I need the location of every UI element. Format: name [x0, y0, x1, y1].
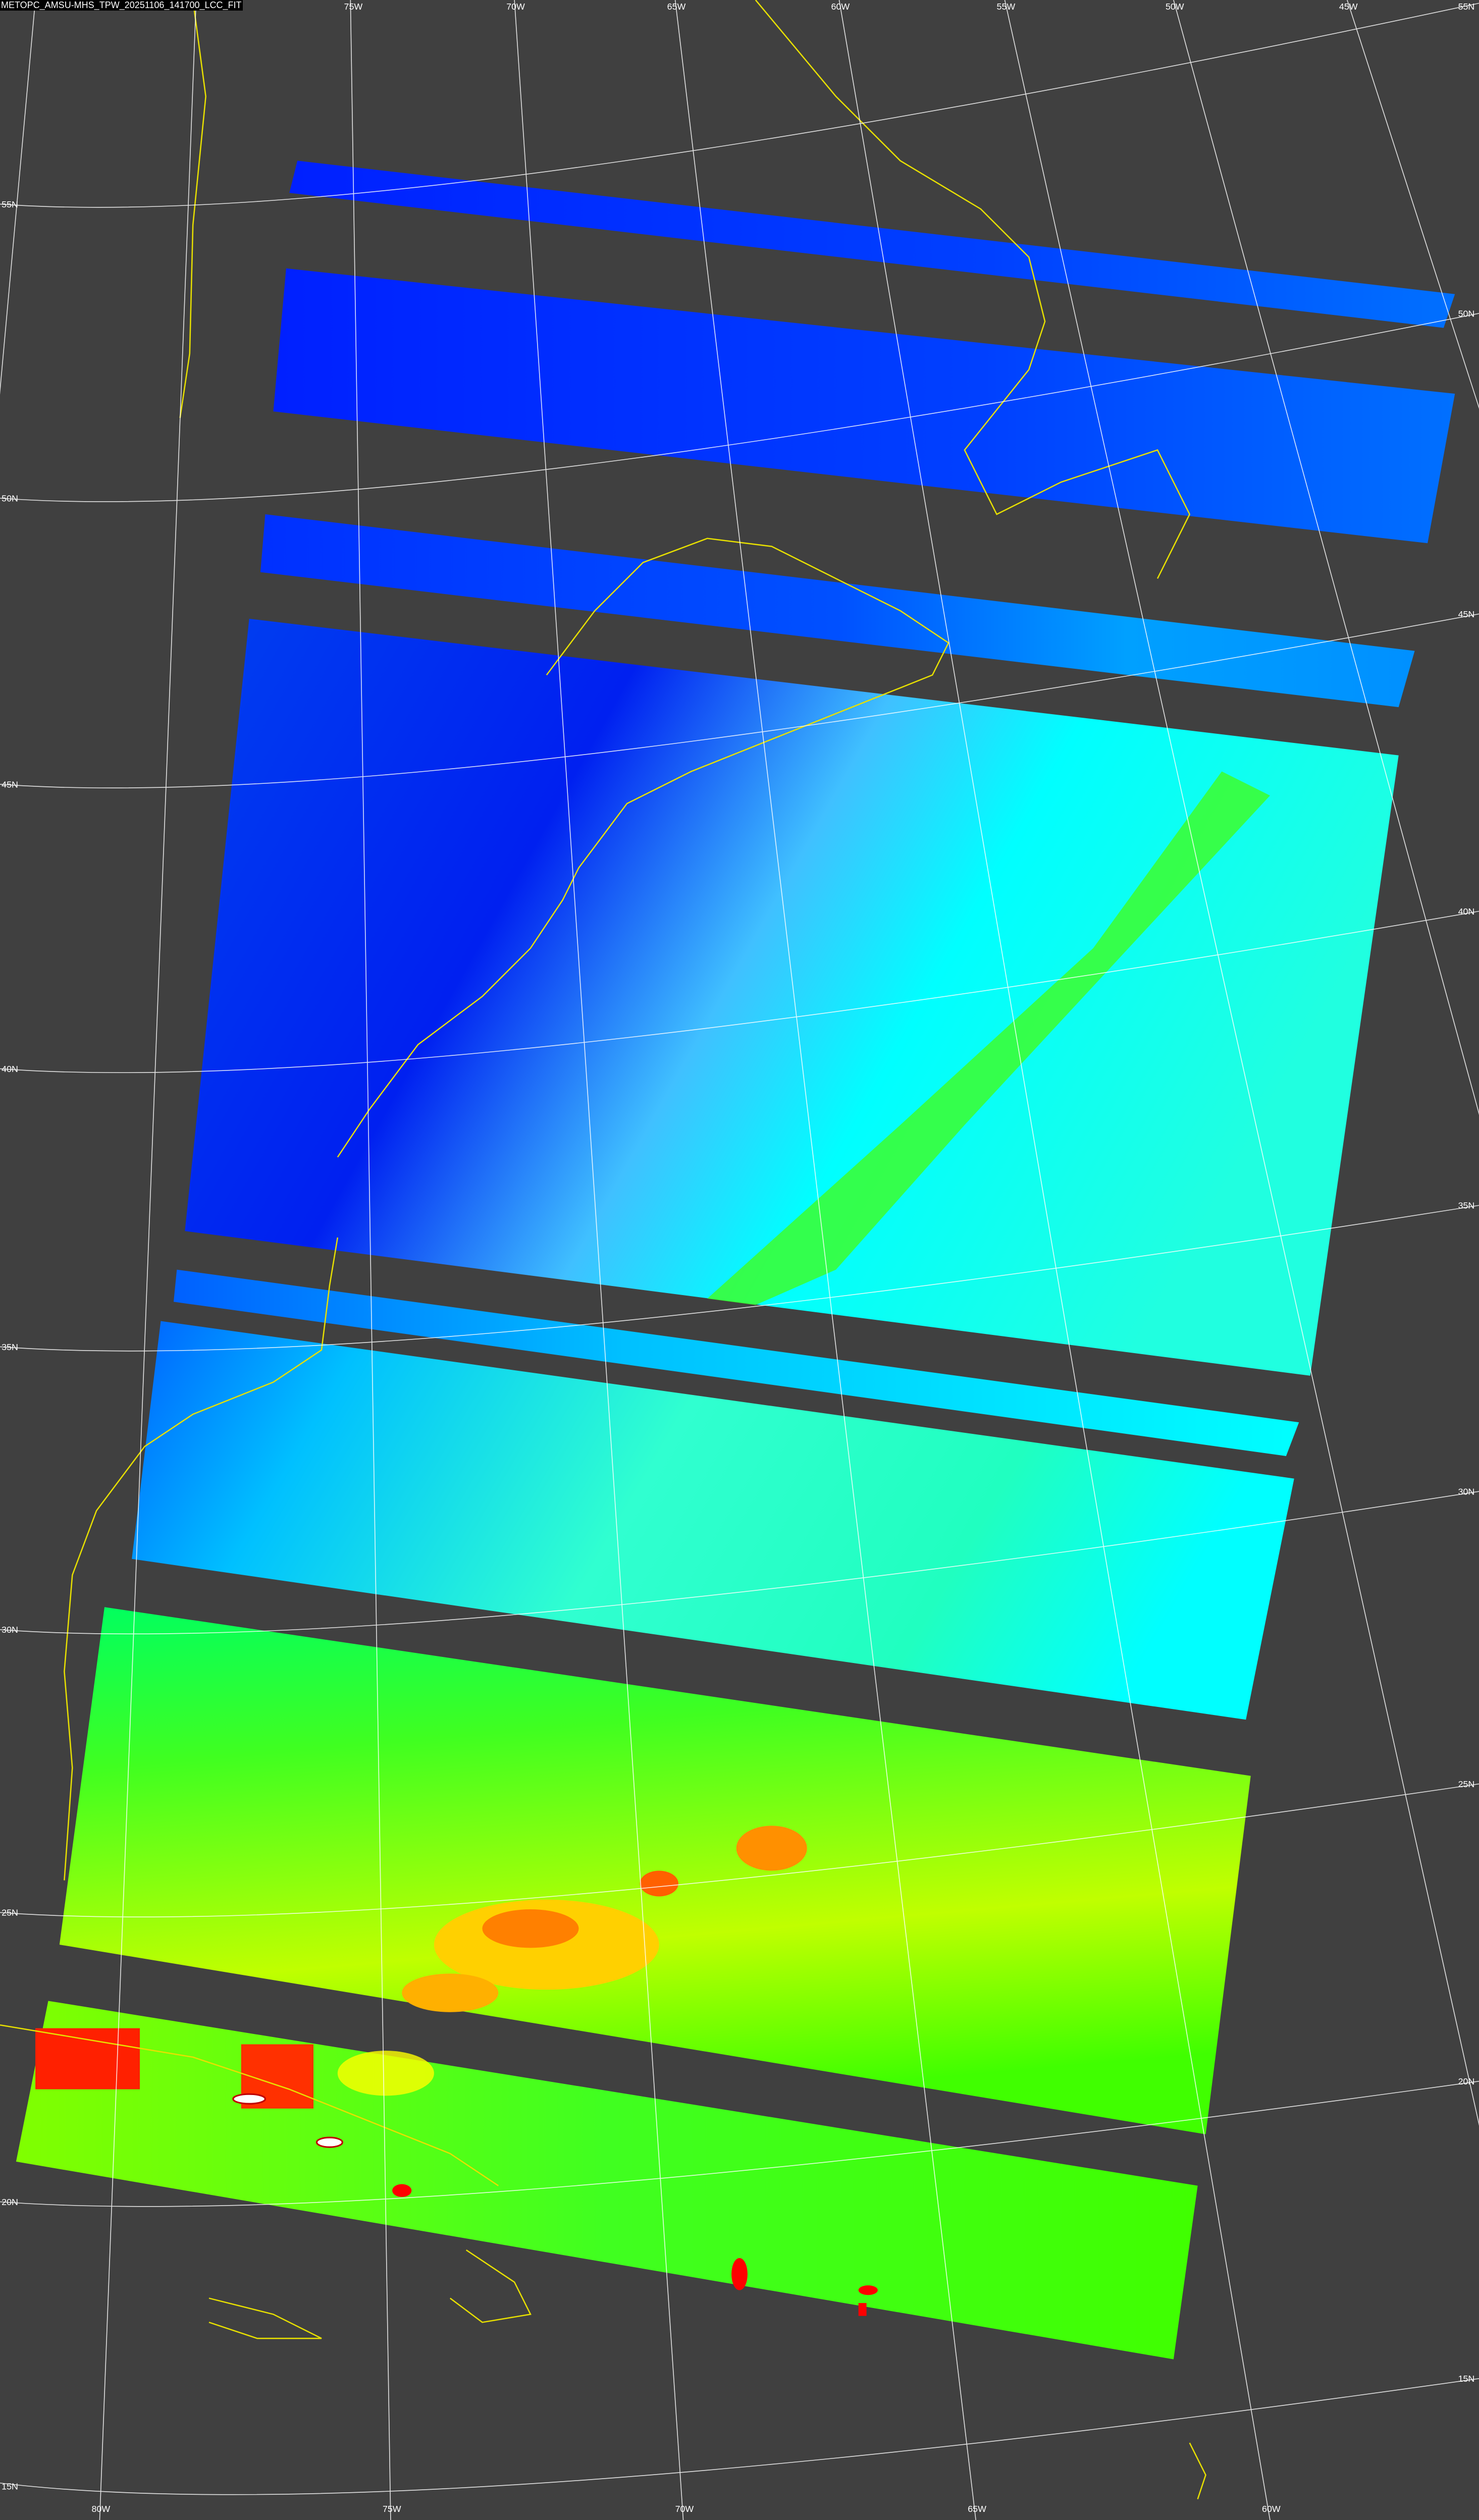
swath-1 [289, 160, 1455, 328]
lon-label: 70W [675, 2504, 694, 2514]
lon-label: 60W [1262, 2504, 1281, 2514]
lat-label: 20N [2, 2197, 18, 2207]
swath-4 [185, 618, 1399, 1376]
product-title: METOPC_AMSU-MHS_TPW_20251106_141700_LCC_… [0, 0, 243, 11]
latitude-labels-right: 55N 50N 45N 40N 35N 30N 25N 20N 15N [1458, 2, 1475, 2384]
lat-label: 45N [2, 779, 18, 789]
lon-label: 65W [667, 2, 686, 12]
lat-label: 40N [1458, 906, 1475, 917]
lon-label: 50W [1166, 2, 1184, 12]
lat-label: 30N [1458, 1486, 1475, 1496]
swath-7 [59, 1607, 1251, 2134]
lon-label: 80W [92, 2504, 111, 2514]
lon-label: 55W [997, 2, 1016, 12]
satellite-swaths [16, 160, 1455, 2360]
lat-label: 50N [2, 494, 18, 504]
moisture-band [707, 771, 1270, 1305]
longitude-labels-bottom: 80W 75W 70W 65W 60W [92, 2504, 1281, 2514]
lat-label: 50N [1458, 308, 1475, 318]
lon-label: 65W [968, 2504, 986, 2514]
lon-label: 60W [831, 2, 850, 12]
lat-label: 35N [1458, 1201, 1475, 1211]
swath-6 [132, 1321, 1294, 1720]
lat-label: 55N [1458, 2, 1475, 12]
lon-label: 45W [1339, 2, 1358, 12]
swath-2 [273, 268, 1455, 544]
lat-label: 15N [1458, 2374, 1475, 2384]
lat-label: 30N [2, 1625, 18, 1635]
lon-label: 75W [344, 2, 363, 12]
latitude-labels-left: 55N 50N 45N 40N 35N 30N 25N 20N 15N [2, 199, 18, 2492]
longitude-labels-top: 75W 70W 65W 60W 55W 50W 45W [344, 2, 1358, 12]
lon-label: 70W [506, 2, 525, 12]
swath-3 [260, 514, 1415, 708]
lat-label: 15N [2, 2481, 18, 2491]
coastlines [0, 0, 1206, 2500]
high-tpw-cells-south [35, 2028, 878, 2316]
high-tpw-cells [402, 1826, 807, 2012]
lat-label: 25N [1458, 1779, 1475, 1789]
lon-label: 75W [383, 2504, 401, 2514]
lat-label: 40N [2, 1064, 18, 1074]
swath-5 [173, 1269, 1299, 1456]
lat-label: 45N [1458, 609, 1475, 619]
lat-label: 25N [2, 1908, 18, 1918]
lat-label: 35N [2, 1342, 18, 1352]
lat-label: 20N [1458, 2076, 1475, 2086]
lat-label: 55N [2, 199, 18, 209]
